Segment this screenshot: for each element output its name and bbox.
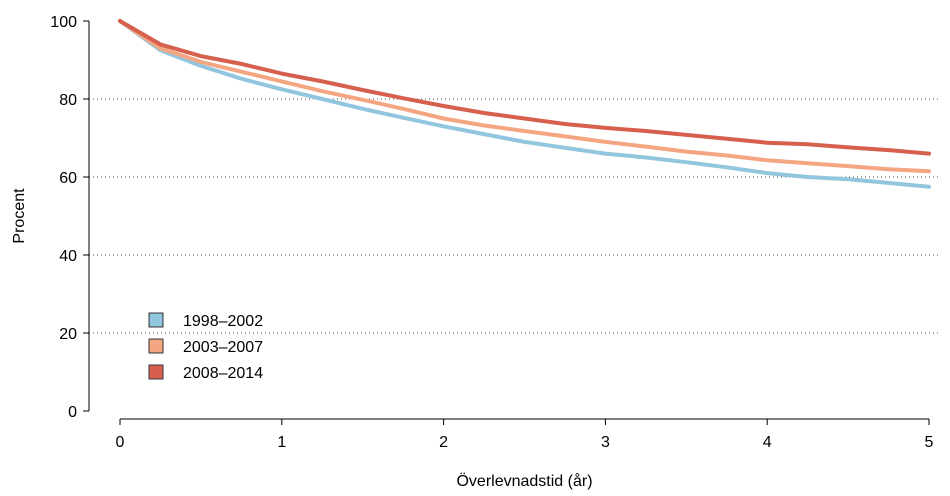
x-tick-label: 3 [601, 434, 610, 451]
legend-swatch-3 [148, 364, 164, 380]
x-tick-label: 5 [925, 434, 934, 451]
legend-label-2: 2003–2007 [183, 339, 263, 356]
x-tick-label: 4 [763, 434, 772, 451]
legend-swatch-1 [148, 312, 164, 328]
x-tick-label: 2 [439, 434, 448, 451]
y-tick-label: 20 [59, 326, 77, 343]
y-axis-title: Procent [11, 188, 28, 244]
legend-swatch-2 [148, 338, 164, 354]
axes: 0 20 40 60 80 100 0 1 2 3 4 5 [50, 14, 933, 451]
x-axis-title: Överlevnadstid (år) [456, 472, 592, 490]
y-tick-label: 60 [59, 170, 77, 187]
y-tick-label: 80 [59, 92, 77, 109]
x-tick-label: 1 [277, 434, 286, 451]
series-lines [118, 19, 931, 189]
legend: 1998–2002 2003–2007 2008–2014 [148, 312, 263, 382]
legend-label-3: 2008–2014 [183, 365, 263, 382]
x-tick-label: 0 [116, 434, 125, 451]
series-line-2 [118, 19, 931, 174]
series-line-3 [118, 19, 931, 156]
grid-lines [89, 98, 940, 334]
series-line-1 [118, 19, 931, 189]
y-tick-label: 0 [68, 404, 77, 421]
y-tick-label: 100 [50, 14, 77, 31]
y-tick-label: 40 [59, 248, 77, 265]
legend-label-1: 1998–2002 [183, 313, 263, 330]
